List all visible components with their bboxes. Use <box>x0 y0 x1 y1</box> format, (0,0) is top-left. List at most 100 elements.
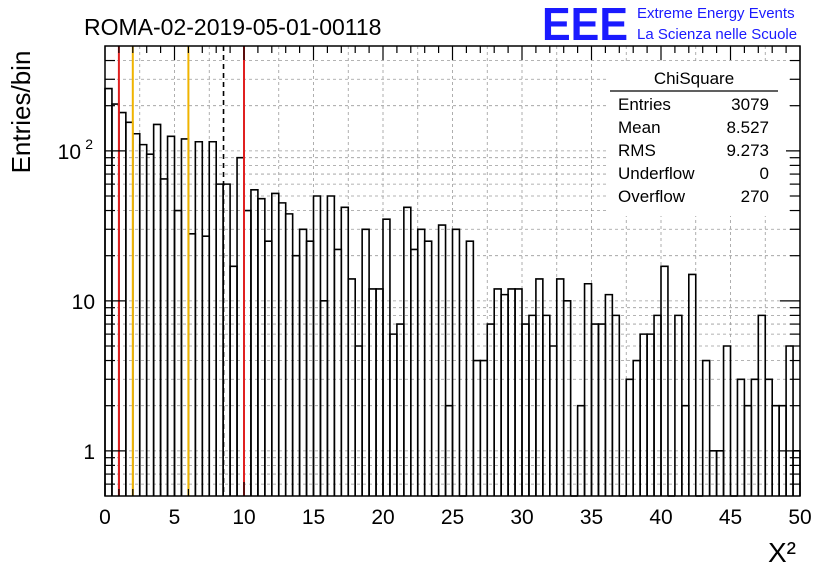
histogram-bin <box>479 359 489 496</box>
stats-value: 9.273 <box>726 141 769 160</box>
histogram-bin <box>104 87 113 496</box>
histogram-bin <box>597 323 607 496</box>
histogram-bin <box>632 359 641 496</box>
histogram-bin <box>347 278 356 496</box>
y-tick-exponent: 2 <box>85 136 93 152</box>
x-tick-label: 0 <box>99 506 111 529</box>
histogram-bin <box>562 300 572 496</box>
histogram-bin <box>486 323 495 496</box>
histogram-bin <box>319 300 329 496</box>
y-tick-label: 10 <box>72 291 95 314</box>
x-tick-labels: 0 5 10 15 20 25 30 35 40 45 50 <box>99 506 812 529</box>
histogram-bin <box>180 138 190 496</box>
histogram-bin <box>660 265 669 496</box>
histogram-bin <box>145 153 155 496</box>
histogram-bin <box>493 288 502 496</box>
histogram-bin <box>208 140 217 496</box>
histogram-bin <box>333 248 343 496</box>
stats-label: Underflow <box>618 164 695 183</box>
x-tick-label: 50 <box>788 506 811 529</box>
histogram-bin <box>368 288 377 496</box>
histogram-bin <box>437 224 447 496</box>
histogram-bin <box>236 156 245 496</box>
histogram-bin <box>416 228 426 496</box>
histogram-bin <box>250 188 259 496</box>
histogram-bin <box>646 333 655 496</box>
histogram-bin <box>389 333 398 496</box>
x-tick-label: 25 <box>441 506 464 529</box>
histogram-bin <box>194 140 204 496</box>
histogram-bin <box>291 254 301 496</box>
stats-box: ChiSquare Entries 3079 Mean 8.527 RMS 9.273 Un… <box>608 64 786 216</box>
stats-value: 3079 <box>731 95 769 114</box>
stats-label: Mean <box>618 118 661 137</box>
histogram-bin <box>173 209 183 496</box>
histogram-bin <box>159 178 169 496</box>
histogram-bin <box>764 378 773 496</box>
histogram-bin <box>701 359 711 496</box>
eee-logo: EEE <box>542 0 628 50</box>
histogram-bin <box>284 213 294 496</box>
stats-value: 8.527 <box>726 118 769 137</box>
histogram-bin <box>118 111 127 496</box>
histogram-bin <box>375 288 384 496</box>
histogram-bin <box>451 228 461 496</box>
histogram-bin <box>625 378 634 496</box>
histogram-bin <box>549 345 558 496</box>
histogram-bin <box>166 135 176 496</box>
histogram-bin <box>507 288 516 496</box>
histogram-bin <box>111 103 120 496</box>
stats-value: 0 <box>760 164 769 183</box>
axis-ticks <box>104 46 801 496</box>
histogram-bin <box>201 235 211 496</box>
histogram-bars <box>104 87 801 497</box>
logo-line-1: Extreme Energy Events <box>637 5 795 22</box>
y-tick-label: 10 <box>58 141 81 164</box>
histogram-bin <box>604 293 614 496</box>
histogram-bin <box>722 345 732 496</box>
stats-label: Overflow <box>618 187 686 206</box>
y-axis-label: Entries/bin <box>6 51 36 174</box>
histogram-bin <box>382 218 391 496</box>
histogram-bin <box>521 323 530 496</box>
x-tick-label: 35 <box>580 506 603 529</box>
x-tick-label: 40 <box>649 506 672 529</box>
histogram-bin <box>555 278 565 496</box>
histogram-bin <box>472 359 482 496</box>
histogram-bin <box>611 314 621 496</box>
stats-title: ChiSquare <box>654 69 734 88</box>
run-title: ROMA-02-2019-05-01-00118 <box>84 14 381 40</box>
histogram-bin <box>298 228 308 496</box>
histogram-bin <box>132 132 141 496</box>
logo-line-2: La Scienza nelle Scuole <box>637 26 797 43</box>
histogram-bin <box>138 143 148 496</box>
histogram-bin <box>277 202 287 496</box>
histogram-bin <box>750 378 760 496</box>
x-tick-label: 30 <box>510 506 533 529</box>
histogram-bin <box>736 378 746 496</box>
histogram-bin <box>500 293 509 496</box>
histogram-bin <box>514 288 523 496</box>
histogram-bin <box>639 333 648 496</box>
x-tick-label: 5 <box>169 506 181 529</box>
x-axis-label: X² <box>768 537 796 568</box>
histogram-bin <box>215 183 224 496</box>
histogram-bin <box>688 273 697 496</box>
x-tick-label: 10 <box>232 506 255 529</box>
histogram-bin <box>354 345 363 496</box>
histogram-bin <box>410 248 419 496</box>
histogram-bin <box>125 121 134 496</box>
y-tick-label: 1 <box>83 441 95 464</box>
stats-label: RMS <box>618 141 656 160</box>
marker-lines <box>117 46 245 496</box>
histogram-bin <box>403 206 412 496</box>
histogram-bin <box>590 323 600 496</box>
histogram-bin <box>187 232 197 496</box>
histogram-bin <box>396 323 405 496</box>
histogram-bin <box>535 278 544 496</box>
stats-label: Entries <box>618 95 671 114</box>
histogram-bin <box>785 345 794 496</box>
x-tick-label: 45 <box>719 506 742 529</box>
histogram-bin <box>361 228 370 496</box>
